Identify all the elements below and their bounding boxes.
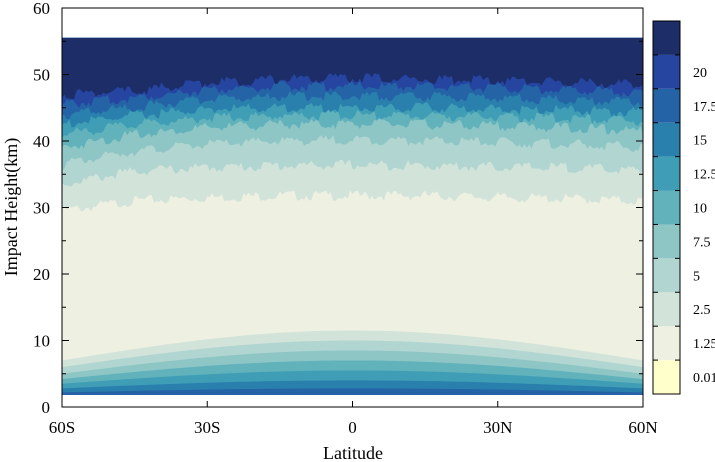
y-tick-label: 60 [33, 0, 50, 18]
colorbar-swatch [653, 122, 680, 157]
y-tick-label: 0 [42, 398, 51, 417]
colorbar-label: 1.25 [693, 337, 715, 352]
colorbar-swatch [653, 54, 680, 89]
colorbar-swatch [653, 292, 680, 327]
colorbar-label: 0.01 [693, 371, 715, 386]
y-tick-label: 40 [33, 132, 50, 151]
y-tick-label: 20 [33, 265, 50, 284]
colorbar: 0.01 1.25 2.5 5 7.5 10 12.5 15 17.5 20 [652, 20, 715, 395]
plot-area [62, 8, 643, 407]
x-tick-label: 60S [49, 418, 75, 437]
lower-contour-bands [62, 330, 643, 396]
contour-band->20 [62, 37, 643, 100]
colorbar-label: 10 [693, 202, 707, 217]
y-tick-label: 30 [33, 199, 50, 218]
x-axis-title: Latitude [323, 443, 383, 462]
x-tick-label: 30S [194, 418, 220, 437]
colorbar-label: 20 [693, 66, 707, 81]
x-tick-label: 0 [348, 418, 357, 437]
y-tick-label: 50 [33, 66, 50, 85]
x-axis: 60S 30S 0 30N 60N [49, 8, 658, 437]
colorbar-swatch [653, 156, 680, 191]
colorbar-label: 12.5 [693, 168, 715, 183]
colorbar-swatch [653, 190, 680, 225]
colorbar-label: 5 [693, 269, 700, 284]
colorbar-label: 17.5 [693, 100, 715, 115]
colorbar-swatch [653, 360, 680, 394]
colorbar-swatch [653, 88, 680, 123]
y-tick-label: 10 [33, 332, 50, 351]
upper-contour-bands [62, 37, 643, 396]
y-axis-title: Impact Height(km) [1, 138, 22, 276]
colorbar-label: 2.5 [693, 303, 711, 318]
colorbar-swatch [653, 224, 680, 259]
x-tick-label: 60N [628, 418, 657, 437]
colorbar-swatch [653, 258, 680, 293]
colorbar-label: 7.5 [693, 235, 711, 250]
x-tick-label: 30N [483, 418, 512, 437]
colorbar-swatch [653, 21, 680, 55]
contour-band-low-17.5 [62, 388, 643, 396]
colorbar-frame [652, 20, 681, 395]
y-axis: 0 10 20 30 40 50 60 [33, 0, 643, 417]
colorbar-swatch [653, 326, 680, 361]
colorbar-label: 15 [693, 134, 707, 149]
